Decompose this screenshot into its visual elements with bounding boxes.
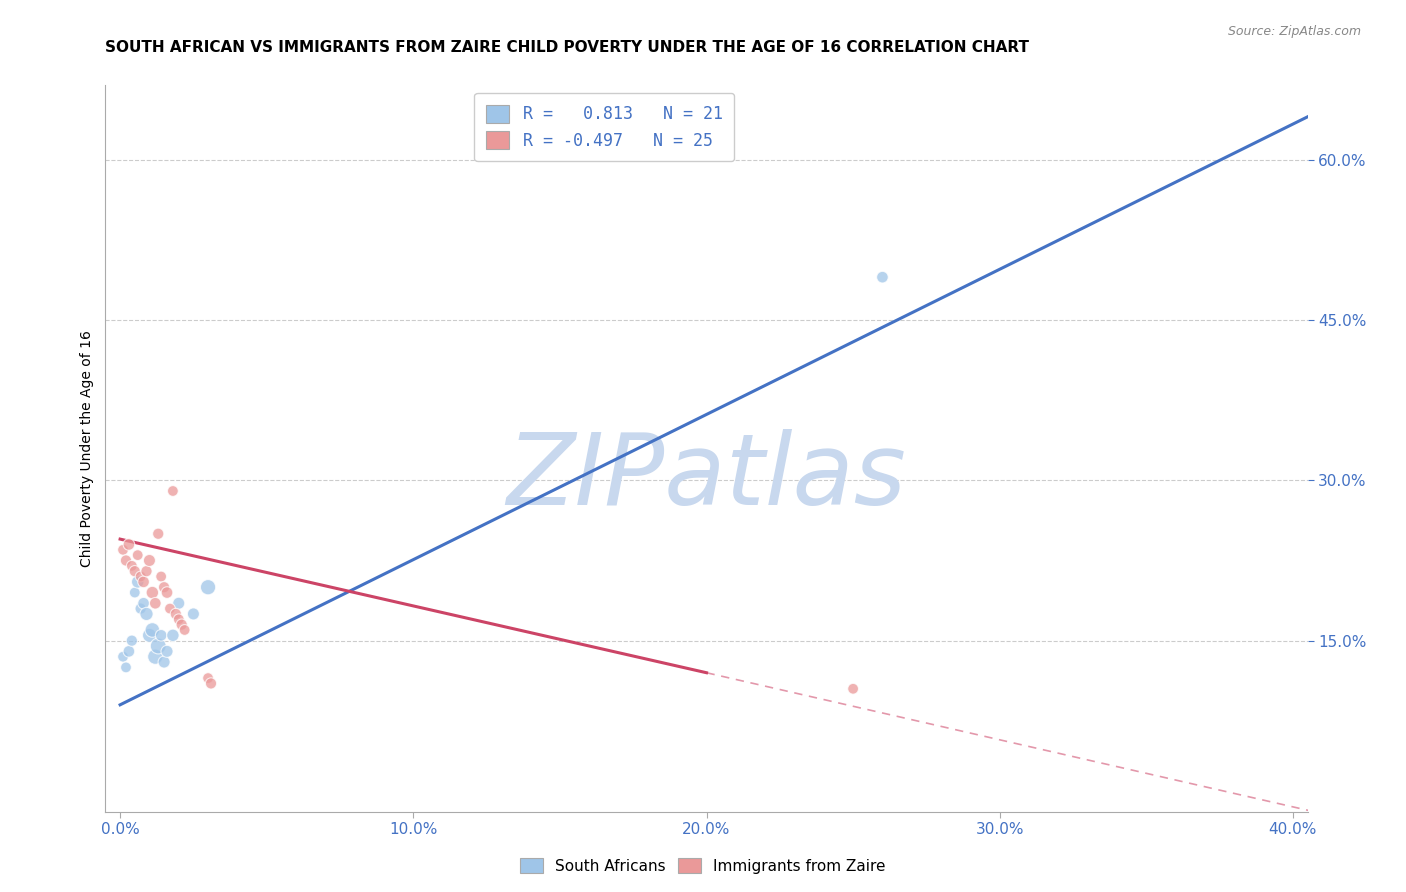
Point bbox=[156, 585, 179, 599]
Point bbox=[138, 628, 160, 642]
Point bbox=[156, 644, 179, 658]
Point bbox=[129, 569, 152, 583]
Point bbox=[127, 574, 149, 589]
Point bbox=[118, 644, 141, 658]
Point bbox=[153, 655, 176, 669]
Text: Source: ZipAtlas.com: Source: ZipAtlas.com bbox=[1227, 25, 1361, 38]
Point bbox=[138, 553, 160, 567]
Point bbox=[115, 553, 138, 567]
Text: SOUTH AFRICAN VS IMMIGRANTS FROM ZAIRE CHILD POVERTY UNDER THE AGE OF 16 CORRELA: SOUTH AFRICAN VS IMMIGRANTS FROM ZAIRE C… bbox=[105, 40, 1029, 55]
Point bbox=[167, 596, 190, 610]
Point bbox=[141, 623, 163, 637]
Text: ZIPatlas: ZIPatlas bbox=[506, 429, 907, 525]
Point bbox=[135, 564, 157, 578]
Point bbox=[121, 633, 143, 648]
Point bbox=[170, 617, 193, 632]
Point bbox=[148, 639, 170, 653]
Point bbox=[143, 596, 166, 610]
Y-axis label: Child Poverty Under the Age of 16: Child Poverty Under the Age of 16 bbox=[80, 330, 94, 566]
Point bbox=[200, 676, 222, 690]
Point bbox=[872, 270, 894, 285]
Point bbox=[162, 628, 184, 642]
Point bbox=[132, 574, 155, 589]
Point bbox=[121, 558, 143, 573]
Point bbox=[143, 649, 166, 664]
Point bbox=[162, 483, 184, 498]
Point bbox=[173, 623, 195, 637]
Point bbox=[112, 542, 135, 557]
Point bbox=[167, 612, 190, 626]
Point bbox=[112, 649, 135, 664]
Point bbox=[197, 580, 219, 594]
Point bbox=[124, 564, 146, 578]
Point bbox=[141, 585, 163, 599]
Point bbox=[127, 548, 149, 562]
Point bbox=[183, 607, 205, 621]
Point bbox=[124, 585, 146, 599]
Point bbox=[197, 671, 219, 685]
Point bbox=[135, 607, 157, 621]
Legend: South Africans, Immigrants from Zaire: South Africans, Immigrants from Zaire bbox=[515, 852, 891, 880]
Point bbox=[165, 607, 187, 621]
Point bbox=[115, 660, 138, 674]
Point bbox=[150, 628, 173, 642]
Point bbox=[150, 569, 173, 583]
Point bbox=[118, 537, 141, 551]
Point bbox=[129, 601, 152, 615]
Point bbox=[159, 601, 181, 615]
Point bbox=[148, 526, 170, 541]
Point bbox=[153, 580, 176, 594]
Point bbox=[842, 681, 865, 696]
Point bbox=[132, 596, 155, 610]
Legend: R =   0.813   N = 21, R = -0.497   N = 25: R = 0.813 N = 21, R = -0.497 N = 25 bbox=[474, 93, 734, 161]
